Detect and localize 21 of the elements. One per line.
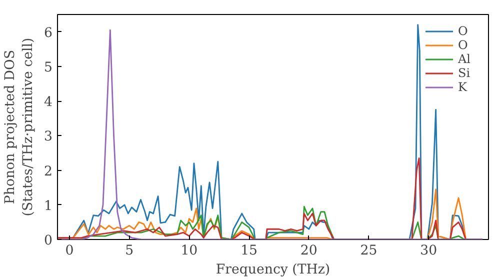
y-tick-label: 1: [44, 198, 53, 214]
y-tick-label: 5: [44, 60, 53, 76]
legend-label: Si: [458, 66, 472, 80]
y-tick-label: 0: [44, 234, 53, 248]
y-tick-label: 2: [44, 164, 53, 180]
x-tick-label: 25: [360, 244, 378, 258]
y-tick-label: 3: [44, 130, 53, 145]
y-axis-title: Phonon projected DOS (States/THz·primitive cell): [3, 38, 36, 216]
y-tick-label: 4: [44, 95, 53, 110]
x-tick-label: 10: [180, 244, 198, 258]
legend-label: O: [458, 38, 469, 52]
x-tick-label: 15: [240, 244, 258, 258]
y-tick-label: 6: [44, 26, 53, 41]
x-tick-label: 30: [420, 244, 438, 258]
legend-label: Al: [458, 52, 472, 66]
x-tick-label: 20: [300, 244, 318, 258]
x-axis-title: Frequency (THz): [216, 262, 330, 278]
legend-label: K: [458, 80, 468, 94]
x-tick-label: 0: [65, 244, 74, 258]
x-tick-label: 5: [125, 244, 134, 258]
legend-label: O: [458, 24, 469, 38]
